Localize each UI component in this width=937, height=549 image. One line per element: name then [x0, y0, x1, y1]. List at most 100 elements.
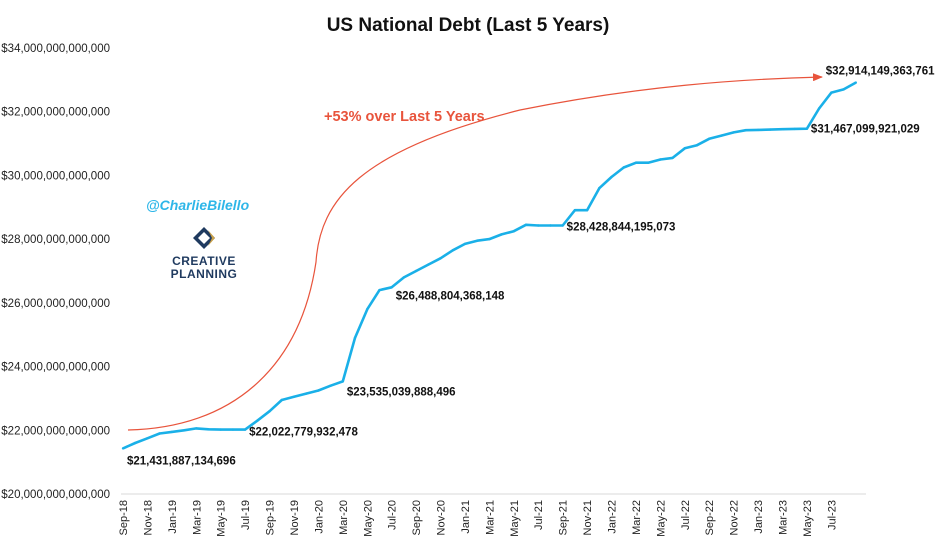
- data-point: [793, 127, 796, 131]
- data-point: [549, 224, 552, 227]
- data-point: [512, 230, 515, 233]
- data-point: [817, 107, 821, 110]
- data-point: [231, 428, 235, 431]
- data-point: [170, 430, 174, 434]
- data-point: [500, 233, 503, 236]
- y-tick-label: $32,000,000,000,000: [1, 107, 110, 119]
- data-label: $28,428,844,195,073: [567, 221, 676, 233]
- data-point: [732, 131, 735, 134]
- data-label: $22,022,779,932,478: [249, 427, 358, 439]
- x-tick-label: Nov-21: [582, 500, 594, 535]
- data-point: [414, 269, 418, 273]
- data-point: [366, 308, 369, 311]
- data-point: [243, 428, 247, 431]
- data-point: [451, 249, 454, 252]
- data-point: [720, 134, 723, 137]
- creative-planning-logo: CREATIVE PLANNING: [171, 227, 238, 281]
- y-tick-label: $34,000,000,000,000: [1, 43, 110, 55]
- data-point: [427, 263, 430, 266]
- data-point: [561, 224, 564, 227]
- x-tick-label: Nov-18: [142, 500, 154, 535]
- data-point: [842, 88, 845, 91]
- data-point: [537, 224, 540, 227]
- x-tick-label: Mar-22: [631, 500, 643, 535]
- data-point: [708, 137, 711, 140]
- data-point: [854, 81, 857, 84]
- data-label: $31,467,099,921,029: [811, 124, 920, 136]
- data-point: [476, 239, 479, 242]
- growth-annotation: +53% over Last 5 Years: [324, 109, 485, 125]
- data-label: $26,488,804,368,148: [396, 290, 505, 302]
- x-tick-label: Mar-21: [484, 500, 496, 535]
- data-point: [805, 127, 809, 130]
- data-point: [769, 128, 772, 131]
- data-point: [390, 286, 393, 289]
- y-tick-label: $22,000,000,000,000: [1, 425, 110, 437]
- x-tick-label: Sep-22: [704, 500, 716, 535]
- data-point: [585, 209, 589, 212]
- data-point: [195, 427, 198, 430]
- logo-mark-icon: [193, 227, 215, 249]
- y-tick-label: $28,000,000,000,000: [1, 234, 110, 246]
- x-tick-label: Nov-20: [436, 500, 448, 535]
- data-point: [158, 432, 161, 435]
- y-tick-label: $24,000,000,000,000: [1, 362, 110, 374]
- data-point: [292, 395, 296, 398]
- y-tick-label: $26,000,000,000,000: [1, 298, 110, 310]
- data-point: [329, 384, 332, 387]
- data-point: [439, 257, 442, 260]
- data-point: [610, 175, 613, 179]
- data-point: [378, 288, 381, 292]
- growth-arrow: [127, 73, 823, 431]
- data-label: $32,914,149,363,761: [826, 66, 935, 78]
- data-point: [634, 161, 638, 164]
- x-tick-label: Jul-20: [387, 500, 399, 530]
- x-tick-label: Jan-20: [313, 500, 325, 534]
- x-tick-label: Sep-18: [118, 500, 130, 535]
- data-point: [598, 187, 601, 190]
- x-tick-label: May-22: [655, 500, 667, 537]
- y-tick-label: $20,000,000,000,000: [1, 489, 110, 501]
- data-point: [207, 428, 210, 431]
- data-point: [830, 91, 833, 94]
- data-point: [353, 336, 357, 340]
- data-point: [317, 389, 320, 392]
- x-tick-label: Jan-23: [753, 500, 765, 534]
- x-tick-label: Mar-23: [778, 500, 790, 535]
- data-point: [756, 128, 760, 132]
- x-tick-label: May-21: [509, 500, 521, 537]
- data-point: [659, 158, 662, 161]
- x-tick-label: Jan-22: [607, 500, 619, 534]
- data-point: [280, 398, 283, 402]
- data-point: [402, 276, 406, 279]
- x-tick-label: Sep-19: [265, 500, 277, 535]
- data-point: [671, 156, 674, 160]
- data-point: [182, 429, 186, 432]
- data-point: [219, 428, 222, 431]
- x-tick-label: Sep-21: [558, 500, 570, 535]
- data-point: [573, 209, 577, 212]
- data-point: [134, 441, 137, 445]
- x-tick-label: Jan-19: [167, 500, 179, 534]
- logo-text-line2: PLANNING: [171, 267, 238, 281]
- x-tick-label: Jul-22: [680, 500, 692, 530]
- x-tick-label: Mar-19: [191, 500, 203, 535]
- data-label: $21,431,887,134,696: [127, 455, 236, 467]
- data-point: [744, 129, 748, 132]
- data-point: [121, 447, 125, 450]
- x-axis: Sep-18 Nov-18 Jan-19 Mar-19 May-19 Jul-19 Sep-…: [118, 493, 866, 537]
- y-axis: $20,000,000,000,000 $22,000,000,000,000 $2…: [1, 43, 110, 501]
- x-tick-label: May-23: [802, 500, 814, 537]
- author-handle: @CharlieBilello: [146, 197, 250, 213]
- data-point: [683, 147, 686, 150]
- x-tick-label: Mar-20: [338, 500, 350, 535]
- x-tick-label: Jul-21: [533, 500, 545, 530]
- data-point: [341, 380, 344, 383]
- chart-title: US National Debt (Last 5 Years): [327, 15, 610, 36]
- data-point: [647, 161, 650, 164]
- x-tick-label: Nov-19: [289, 500, 301, 535]
- data-point: [268, 410, 271, 413]
- data-label: $23,535,039,888,496: [347, 386, 456, 398]
- x-tick-label: Jul-23: [826, 500, 838, 530]
